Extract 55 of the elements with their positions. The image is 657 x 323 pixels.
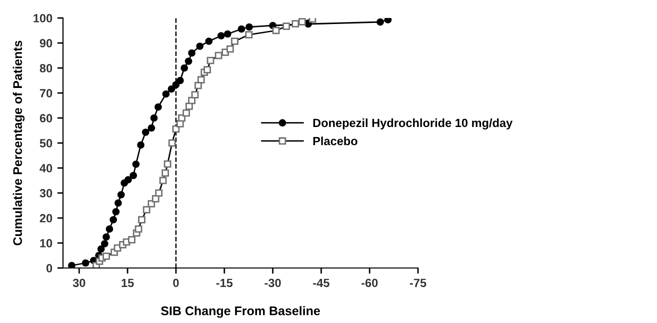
y-axis-title: Cumulative Percentage of Patients <box>12 40 25 246</box>
y-tick-label: 20 <box>40 214 52 222</box>
point <box>224 30 232 38</box>
point <box>217 32 225 40</box>
point <box>130 172 138 180</box>
y-tick-label: 80 <box>40 64 52 72</box>
point <box>117 191 125 198</box>
point <box>238 25 246 33</box>
x-tick-label: -60 <box>362 278 378 288</box>
point <box>205 38 213 45</box>
y-tick-label: 100 <box>34 14 52 22</box>
point <box>188 49 196 57</box>
point <box>150 114 158 122</box>
x-tick-label: -15 <box>216 278 233 288</box>
x-tick-label: -30 <box>264 278 281 288</box>
point <box>246 23 253 31</box>
point <box>137 141 144 149</box>
x-tick-label: 15 <box>122 278 134 288</box>
y-tick-label: 90 <box>40 39 52 48</box>
point <box>124 176 132 184</box>
x-tick-label: -45 <box>313 278 330 288</box>
point <box>106 225 114 233</box>
y-tick-label: 10 <box>40 239 52 248</box>
y-tick-label: 40 <box>40 164 52 172</box>
point <box>376 18 384 26</box>
x-tick-label: -75 <box>410 278 426 288</box>
y-tick-label: 50 <box>40 139 52 148</box>
point <box>162 90 170 98</box>
point <box>102 233 110 241</box>
point <box>196 42 204 50</box>
legend-label: Placebo <box>313 136 358 146</box>
point <box>68 262 76 268</box>
y-tick-label: 60 <box>40 114 52 122</box>
point <box>176 76 184 84</box>
x-tick-label: 30 <box>72 278 86 288</box>
point <box>148 124 156 132</box>
point <box>97 245 105 253</box>
y-tick-label: 0 <box>46 264 52 272</box>
point <box>172 81 180 88</box>
point <box>180 64 188 72</box>
x-tick-label: 0 <box>173 278 179 288</box>
point <box>82 259 90 267</box>
point <box>112 208 120 216</box>
x-axis-title: SIB Change From Baseline <box>160 306 320 318</box>
y-tick-label: 70 <box>40 89 52 98</box>
point <box>114 199 122 207</box>
point <box>142 128 150 136</box>
y-tick-label: 30 <box>40 189 52 198</box>
legend-label: Donepezil Hydrochloride 10 mg/day <box>313 118 513 130</box>
point <box>100 240 108 248</box>
point <box>184 58 192 65</box>
point <box>168 85 176 93</box>
point <box>154 103 162 111</box>
point <box>132 160 140 168</box>
point <box>110 216 118 224</box>
